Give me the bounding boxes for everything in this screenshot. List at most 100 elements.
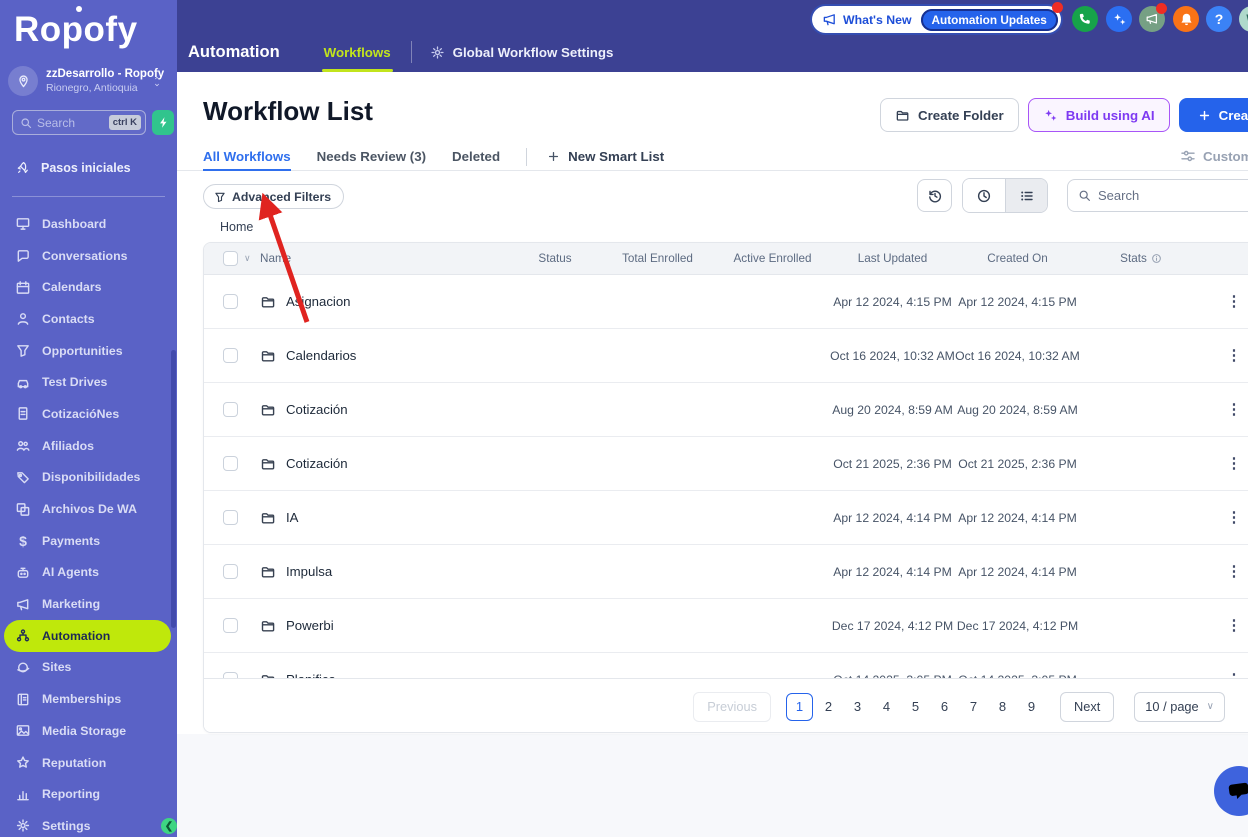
row-checkbox[interactable] xyxy=(223,618,238,633)
row-menu-button[interactable]: ⋮ xyxy=(1226,347,1242,364)
folder-name[interactable]: Asignacion xyxy=(286,294,351,309)
select-all-checkbox[interactable] xyxy=(223,251,238,266)
sidebar-item-marketing[interactable]: Marketing xyxy=(0,588,177,620)
workflow-search[interactable] xyxy=(1067,179,1248,212)
page-9[interactable]: 9 xyxy=(1027,699,1036,714)
row-checkbox[interactable] xyxy=(223,672,238,678)
row-menu-button[interactable]: ⋮ xyxy=(1226,401,1242,418)
sidebar-item-contacts[interactable]: Contacts xyxy=(0,303,177,335)
new-smart-list-button[interactable]: New Smart List xyxy=(547,149,664,164)
page-4[interactable]: 4 xyxy=(882,699,891,714)
advanced-filters-button[interactable]: Advanced Filters xyxy=(203,184,345,209)
table-row[interactable]: Powerbi Dec 17 2024, 4:12 PM Dec 17 2024… xyxy=(204,599,1248,653)
table-row[interactable]: IA Apr 12 2024, 4:14 PM Apr 12 2024, 4:1… xyxy=(204,491,1248,545)
phone-button[interactable] xyxy=(1072,6,1098,32)
sidebar-item-dashboard[interactable]: Dashboard xyxy=(0,208,177,240)
sidebar-search[interactable]: ctrl K xyxy=(12,110,146,135)
folder-name[interactable]: Calendarios xyxy=(286,348,357,363)
sidebar-item-sites[interactable]: Sites xyxy=(0,652,177,684)
create-workflow-button[interactable]: Create Workflow xyxy=(1178,98,1248,132)
sidebar-item-archivos-de-wa[interactable]: Archivos De WA xyxy=(0,493,177,525)
account-chevrons-icon[interactable] xyxy=(152,75,162,88)
row-checkbox[interactable] xyxy=(223,510,238,525)
folder-name[interactable]: Planifica xyxy=(286,672,336,678)
row-checkbox[interactable] xyxy=(223,564,238,579)
page-3[interactable]: 3 xyxy=(853,699,862,714)
sidebar-item-ai-agents[interactable]: AI Agents xyxy=(0,557,177,589)
enrollment-history-button[interactable] xyxy=(917,179,952,212)
row-menu-button[interactable]: ⋮ xyxy=(1226,617,1242,634)
sidebar-item-reputation[interactable]: Reputation xyxy=(0,747,177,779)
chevron-down-icon[interactable]: ∨ xyxy=(244,253,251,263)
page-2[interactable]: 2 xyxy=(824,699,833,714)
sidebar-item-pasos-iniciales[interactable]: Pasos iniciales xyxy=(0,154,177,182)
sidebar-search-input[interactable] xyxy=(37,115,109,130)
page-6[interactable]: 6 xyxy=(940,699,949,714)
sidebar-item-conversations[interactable]: Conversations xyxy=(0,240,177,272)
row-checkbox[interactable] xyxy=(223,402,238,417)
workflow-search-input[interactable] xyxy=(1098,188,1248,203)
build-using-ai-button[interactable]: Build using AI xyxy=(1027,98,1170,132)
page-8[interactable]: 8 xyxy=(998,699,1007,714)
table-row[interactable]: Impulsa Apr 12 2024, 4:14 PM Apr 12 2024… xyxy=(204,545,1248,599)
row-menu-button[interactable]: ⋮ xyxy=(1202,672,1248,678)
sidebar-scrollbar[interactable] xyxy=(171,350,176,628)
breadcrumb[interactable]: Home xyxy=(220,220,254,234)
sidebar-item-automation[interactable]: Automation xyxy=(4,619,171,652)
previous-page-button[interactable]: Previous xyxy=(693,691,771,722)
announcements-button[interactable] xyxy=(1139,3,1167,32)
folder-name[interactable]: Cotización xyxy=(286,402,348,417)
tab-needs-review[interactable]: Needs Review (3) xyxy=(316,149,427,164)
help-button[interactable]: ? xyxy=(1206,6,1232,32)
sidebar-item-disponibilidades[interactable]: Disponibilidades xyxy=(0,462,177,494)
row-menu-button[interactable]: ⋮ xyxy=(1226,509,1242,526)
table-row[interactable]: Planifica Oct 14 2025, 3:05 PM Oct 14 20… xyxy=(204,653,1248,678)
account-switcher[interactable]: zzDesarrollo - Ropofy Rionegro, Antioqui… xyxy=(8,64,170,98)
page-size-select[interactable]: 10 / page ∨ xyxy=(1134,691,1225,722)
ai-assistant-button[interactable] xyxy=(1106,6,1132,32)
sidebar-item-memberships[interactable]: Memberships xyxy=(0,683,177,715)
folder-name[interactable]: Powerbi xyxy=(286,618,334,633)
page-7[interactable]: 7 xyxy=(969,699,978,714)
create-folder-button[interactable]: Create Folder xyxy=(880,98,1019,132)
whats-new-pill[interactable]: What's New Automation Updates xyxy=(812,2,1063,33)
sidebar-collapse-button[interactable]: ❮ xyxy=(161,818,177,834)
sidebar-item-settings[interactable]: Settings xyxy=(0,810,177,837)
sidebar-item-afiliados[interactable]: Afiliados xyxy=(0,430,177,462)
row-menu-button[interactable]: ⋮ xyxy=(1226,563,1242,580)
row-checkbox[interactable] xyxy=(223,456,238,471)
folder-name[interactable]: Impulsa xyxy=(286,564,333,579)
tab-all-workflows[interactable]: All Workflows xyxy=(203,143,291,171)
time-view-button[interactable] xyxy=(963,179,1005,212)
notifications-button[interactable] xyxy=(1173,6,1199,32)
sidebar-item-calendars[interactable]: Calendars xyxy=(0,271,177,303)
quick-actions-button[interactable] xyxy=(152,110,174,135)
user-avatar[interactable]: W xyxy=(1239,6,1248,32)
folder-name[interactable]: IA xyxy=(286,510,299,525)
customize-list-button[interactable]: Customize List xyxy=(1180,148,1248,164)
folder-name[interactable]: Cotización xyxy=(286,456,348,471)
tab-workflows[interactable]: Workflows xyxy=(321,32,393,72)
page-5[interactable]: 5 xyxy=(911,699,920,714)
automation-updates-badge[interactable]: Automation Updates xyxy=(920,8,1058,31)
table-row[interactable]: Cotización Aug 20 2024, 8:59 AM Aug 20 2… xyxy=(204,383,1248,437)
row-menu-button[interactable]: ⋮ xyxy=(1226,455,1242,472)
tab-deleted[interactable]: Deleted xyxy=(452,149,501,164)
row-checkbox[interactable] xyxy=(223,348,238,363)
row-menu-button[interactable]: ⋮ xyxy=(1226,293,1242,310)
table-row[interactable]: Asignacion Apr 12 2024, 4:15 PM Apr 12 2… xyxy=(204,275,1248,329)
sidebar-item-reporting[interactable]: Reporting xyxy=(0,778,177,810)
next-page-button[interactable]: Next xyxy=(1059,691,1115,722)
sidebar-item-payments[interactable]: $ Payments xyxy=(0,525,177,557)
list-view-button[interactable] xyxy=(1005,179,1047,212)
sidebar-item-test-drives[interactable]: Test Drives xyxy=(0,366,177,398)
row-checkbox[interactable] xyxy=(223,294,238,309)
sidebar-item-cotizaciones[interactable]: CotizacióNes xyxy=(0,398,177,430)
tab-global-workflow-settings[interactable]: Global Workflow Settings xyxy=(430,45,613,60)
table-row[interactable]: Cotización Oct 21 2025, 2:36 PM Oct 21 2… xyxy=(204,437,1248,491)
table-row[interactable]: Calendarios Oct 16 2024, 10:32 AM Oct 16… xyxy=(204,329,1248,383)
sidebar-item-opportunities[interactable]: Opportunities xyxy=(0,335,177,367)
chat-widget-button[interactable] xyxy=(1214,766,1248,816)
app-logo[interactable]: Ropofy xyxy=(14,6,138,50)
page-1[interactable]: 1 xyxy=(785,692,813,721)
